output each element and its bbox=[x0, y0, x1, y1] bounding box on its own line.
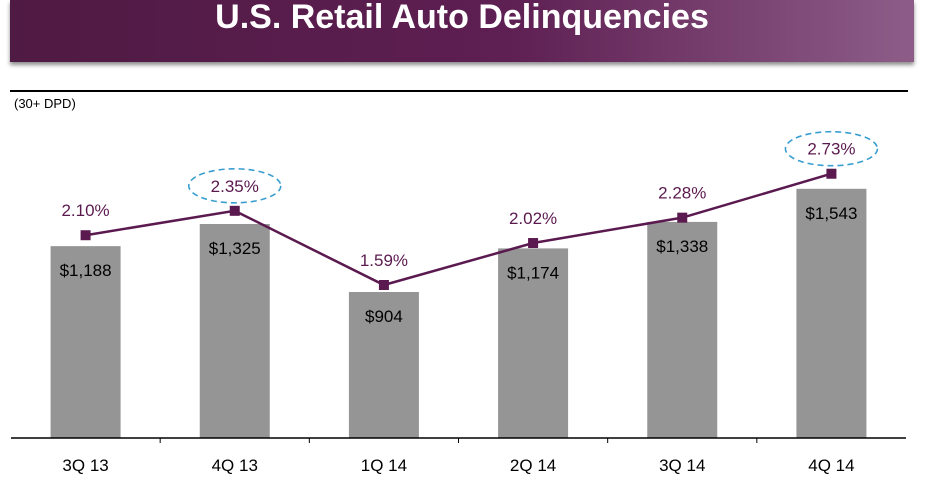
x-tick-label: 2Q 14 bbox=[510, 456, 556, 475]
line-point-4 bbox=[677, 212, 688, 223]
bar-value-label: $1,543 bbox=[805, 204, 857, 223]
chart-title: U.S. Retail Auto Delinquencies bbox=[215, 0, 709, 36]
highlight-ellipse bbox=[187, 168, 282, 204]
bar-value-label: $1,325 bbox=[209, 239, 261, 258]
bar-4 bbox=[647, 221, 718, 438]
line-value-label: 2.02% bbox=[509, 209, 557, 228]
x-tick-label: 4Q 14 bbox=[808, 456, 854, 475]
top-rule bbox=[10, 90, 908, 92]
bar-value-label: $1,338 bbox=[656, 237, 708, 256]
line-value-label: 2.73% bbox=[807, 140, 855, 159]
bar-3 bbox=[498, 248, 569, 438]
x-tick-label: 3Q 14 bbox=[659, 456, 705, 475]
bar-0 bbox=[50, 246, 121, 438]
title-banner: U.S. Retail Auto Delinquencies bbox=[10, 0, 914, 62]
x-tick-label: 1Q 14 bbox=[361, 456, 407, 475]
line-point-1 bbox=[229, 205, 240, 216]
line-series bbox=[85, 172, 832, 287]
unit-note: (30+ DPD) bbox=[14, 96, 76, 111]
line-point-3 bbox=[528, 238, 539, 249]
bar-1 bbox=[199, 224, 270, 438]
bar-value-label: $1,174 bbox=[507, 263, 559, 282]
bar-2 bbox=[348, 292, 419, 438]
line-value-label: 2.35% bbox=[211, 177, 259, 196]
line-value-label: 2.10% bbox=[61, 201, 109, 220]
bar-5 bbox=[796, 188, 867, 438]
line-point-5 bbox=[826, 168, 837, 179]
line-value-label: 1.59% bbox=[360, 251, 408, 270]
line-point-0 bbox=[80, 230, 91, 241]
x-tick-label: 3Q 13 bbox=[62, 456, 108, 475]
bar-value-label: $904 bbox=[365, 307, 403, 326]
bar-value-label: $1,188 bbox=[60, 261, 112, 280]
line-value-label: 2.28% bbox=[658, 184, 706, 203]
line-point-2 bbox=[378, 280, 389, 290]
x-tick-label: 4Q 13 bbox=[212, 456, 258, 475]
highlight-ellipse bbox=[784, 130, 879, 167]
